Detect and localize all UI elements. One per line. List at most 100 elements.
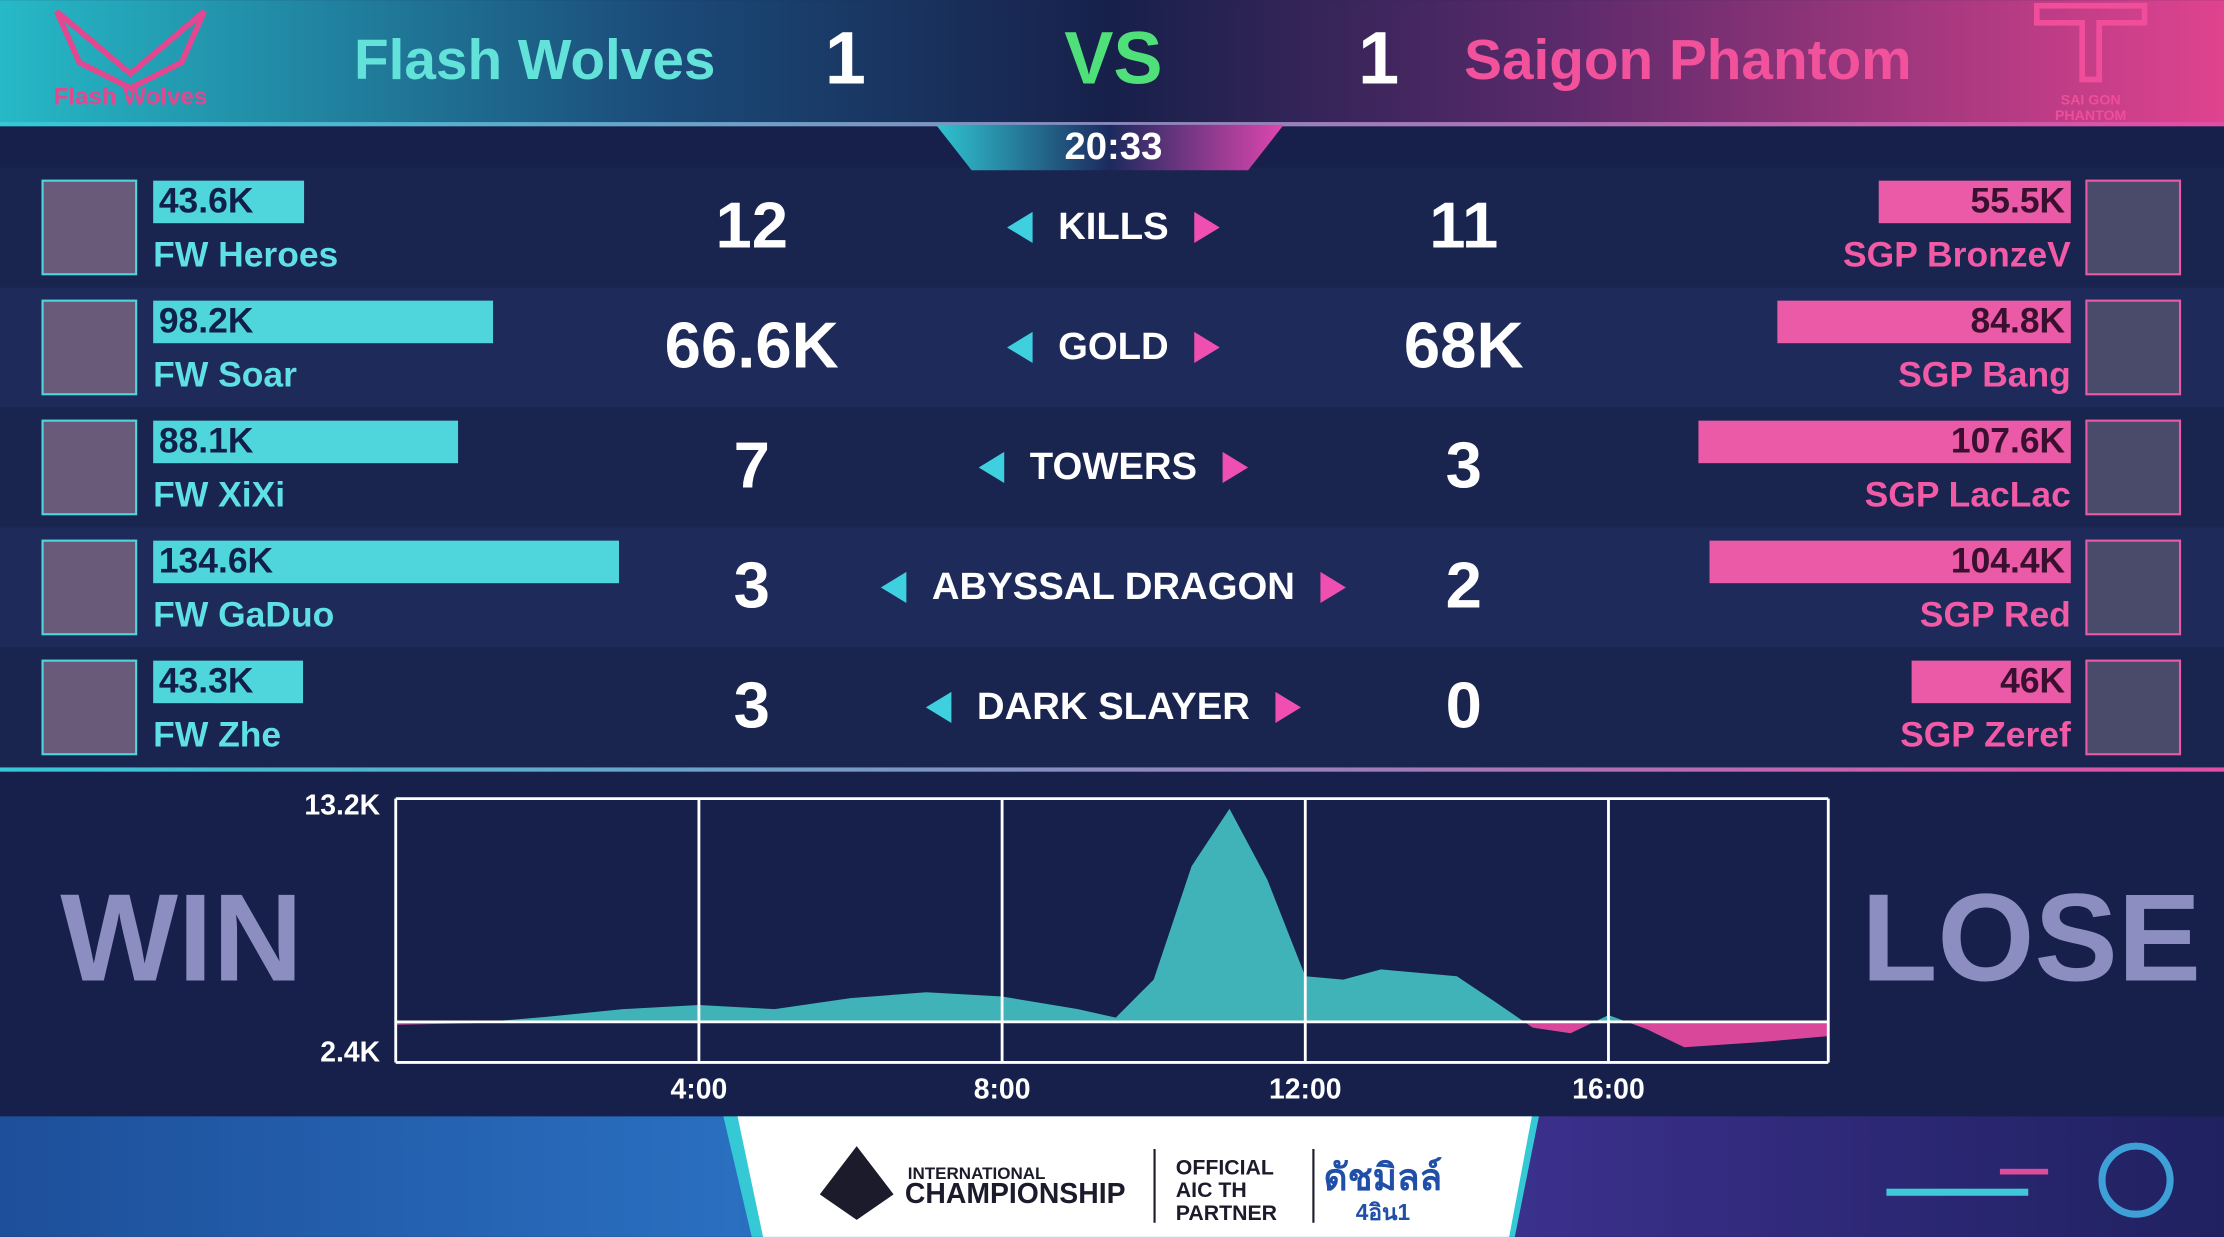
y-tick-label: 2.4K	[320, 1036, 380, 1068]
score-right: 1	[1358, 16, 1399, 99]
arrow-left	[1007, 331, 1033, 364]
stat-right: 0	[1446, 669, 1482, 742]
stat-right: 11	[1429, 189, 1498, 262]
stat-right: 3	[1446, 429, 1482, 502]
damage-bar	[153, 420, 459, 464]
gold-area	[395, 808, 1829, 1048]
player-name: SGP Zeref	[1900, 715, 2071, 755]
arrow-left	[1007, 211, 1033, 244]
arrow-right	[1194, 331, 1220, 364]
damage-label: 43.3K	[159, 661, 254, 701]
footer-text: AIC TH	[1176, 1178, 1247, 1202]
portrait	[2085, 179, 2182, 276]
damage-label: 55.5K	[1971, 181, 2066, 221]
footer-text: PARTNER	[1176, 1201, 1277, 1225]
damage-bar	[1878, 180, 2071, 224]
x-tick-label: 8:00	[974, 1073, 1031, 1105]
logo-wolf	[54, 9, 207, 92]
arrow-right	[1222, 451, 1249, 484]
portrait	[41, 539, 138, 636]
stat-label: KILLS	[1058, 205, 1169, 248]
damage-bar	[153, 540, 620, 584]
logo-right-text: PHANTOM	[2055, 108, 2126, 124]
result-right: LOSE	[1861, 869, 2201, 1008]
damage-label: 84.8K	[1971, 301, 2066, 341]
damage-label: 46K	[2000, 661, 2065, 701]
stat-label: GOLD	[1058, 325, 1169, 368]
portrait	[2085, 539, 2182, 636]
damage-bar	[153, 660, 304, 704]
stat-label: ABYSSAL DRAGON	[932, 565, 1295, 608]
sponsor: ดัชมิลล์	[1324, 1157, 1442, 1198]
team-left: Flash Wolves	[354, 29, 715, 92]
stat-left: 12	[715, 189, 788, 262]
logo-sgp	[2033, 2, 2148, 83]
x-tick-label: 4:00	[671, 1073, 728, 1105]
damage-bar	[1777, 300, 2071, 344]
row-bg	[0, 167, 2224, 288]
stat-label: TOWERS	[1030, 445, 1197, 488]
stat-left: 3	[734, 669, 770, 742]
damage-label: 88.1K	[159, 421, 254, 461]
portrait	[2085, 659, 2182, 756]
aic-logo	[819, 1146, 894, 1220]
footer-text: INTERNATIONAL	[908, 1164, 1046, 1183]
damage-bar	[153, 180, 305, 224]
stat-left: 3	[734, 549, 770, 622]
damage-label: 98.2K	[159, 301, 254, 341]
footer-text: CHAMPIONSHIP	[905, 1178, 1126, 1210]
stat-right: 2	[1446, 549, 1482, 622]
deco	[1886, 1188, 2029, 1196]
stat-left: 66.6K	[665, 309, 839, 382]
arrow-left	[880, 571, 907, 604]
rows: 43.6K FW Heroes 55.5K SGP BronzeV 12 11 KILLS 9…	[0, 167, 2224, 768]
portrait	[41, 299, 138, 396]
portrait	[2085, 299, 2182, 396]
damage-label: 104.4K	[1951, 541, 2066, 581]
arrow-left	[978, 451, 1005, 484]
arrow-left	[925, 691, 952, 724]
score-left: 1	[825, 16, 866, 99]
damage-label: 134.6K	[159, 541, 274, 581]
sponsor-sub: 4อิน1	[1356, 1199, 1410, 1225]
damage-bar	[1911, 660, 2071, 704]
footer-panel	[737, 1116, 1532, 1237]
gold-chart: 4:00 8:00 12:00 16:00 2.4K 13.2K	[304, 790, 1830, 1105]
vs: VS	[1064, 16, 1162, 99]
logo-right-text: SAI GON	[2061, 93, 2121, 109]
damage-bar	[153, 300, 494, 344]
player-name: FW Zhe	[153, 715, 281, 755]
damage-label: 43.6K	[159, 181, 254, 221]
player-name: FW Soar	[153, 355, 297, 395]
deco	[1999, 1168, 2049, 1175]
player-name: FW GaDuo	[153, 595, 334, 635]
player-name: FW Heroes	[153, 235, 338, 275]
player-name: SGP BronzeV	[1843, 235, 2071, 275]
damage-label: 107.6K	[1951, 421, 2066, 461]
header-bar	[0, 0, 2224, 125]
logo-left-text: Flash Wolves	[54, 83, 208, 110]
team-right: Saigon Phantom	[1464, 29, 1911, 92]
player-name: FW XiXi	[153, 475, 285, 515]
footer-text: OFFICIAL	[1176, 1155, 1274, 1179]
portrait	[41, 659, 138, 756]
header-underline	[0, 122, 2224, 127]
divider	[0, 767, 2224, 772]
damage-bar	[1698, 420, 2071, 464]
player-name: SGP LacLac	[1865, 475, 2071, 515]
portrait	[41, 419, 138, 516]
stat-left: 7	[734, 429, 770, 502]
portrait	[41, 179, 138, 276]
y-tick-label: 13.2K	[304, 790, 380, 822]
arrow-right	[1320, 571, 1346, 604]
stat-label: DARK SLAYER	[977, 685, 1250, 728]
row-bg	[0, 647, 2224, 768]
portrait	[2085, 419, 2182, 516]
player-name: SGP Red	[1920, 595, 2071, 635]
result-left: WIN	[60, 869, 303, 1008]
timer-box	[936, 124, 1284, 171]
timer: 20:33	[1064, 125, 1162, 168]
deco	[2098, 1142, 2174, 1218]
damage-bar	[1709, 540, 2071, 584]
